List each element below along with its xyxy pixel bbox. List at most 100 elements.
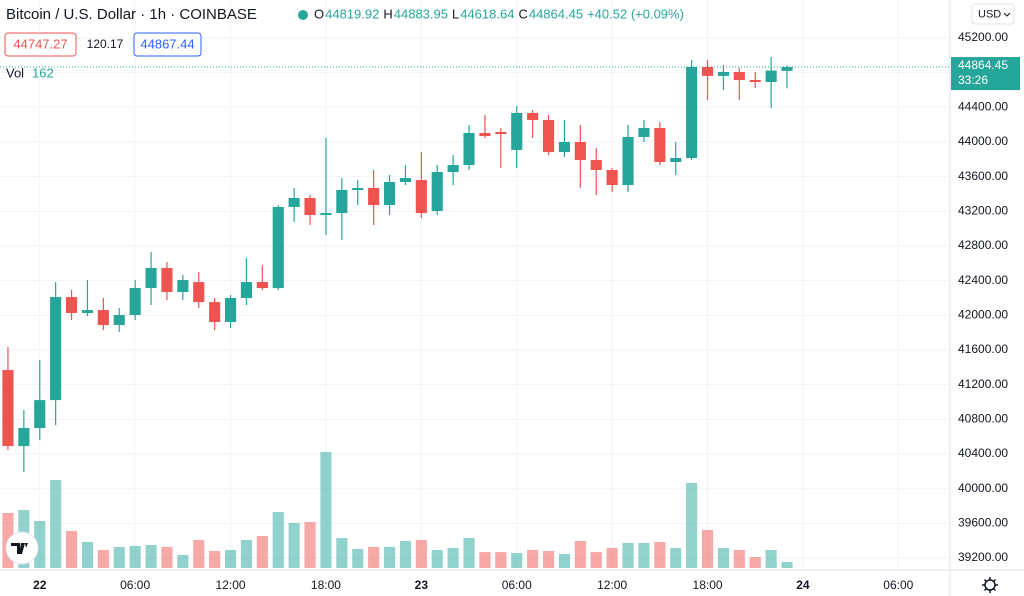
ask-price: 44867.44 xyxy=(140,36,194,51)
volume-bar xyxy=(542,551,555,568)
y-tick-label: 43200.00 xyxy=(958,203,1008,217)
candle-body xyxy=(463,132,475,166)
candle-body xyxy=(352,188,364,190)
volume-value: 162 xyxy=(32,65,54,80)
y-tick-label: 41200.00 xyxy=(958,377,1008,391)
x-tick-label: 18:00 xyxy=(311,578,341,592)
candle-body xyxy=(288,197,300,207)
ohlc-value: 44618.64 xyxy=(460,6,514,21)
volume-bar xyxy=(352,549,364,568)
candle-body xyxy=(606,169,618,186)
ohlc-legend: O 44819.92 H 44883.95 L 44618.64 C 44864.45 +40.… xyxy=(314,6,684,21)
candle-body xyxy=(368,188,380,205)
candle-body xyxy=(65,297,78,313)
volume-bar xyxy=(161,547,173,568)
volume-bar xyxy=(240,540,253,568)
candle-body xyxy=(240,282,253,298)
volume-bar xyxy=(749,557,761,568)
candle-body xyxy=(34,400,46,429)
volume-bar xyxy=(701,530,714,568)
candle-body xyxy=(590,160,602,170)
volume-bar xyxy=(336,538,348,568)
candle-body xyxy=(193,282,205,303)
candle-body xyxy=(145,268,157,289)
bid-box[interactable] xyxy=(4,32,77,57)
x-tick-label: 24 xyxy=(796,578,810,592)
y-tick-label: 40800.00 xyxy=(958,412,1008,426)
y-tick-label: 42000.00 xyxy=(958,308,1008,322)
ask-box[interactable] xyxy=(133,32,202,57)
volume-bar xyxy=(622,543,634,568)
candle-body xyxy=(304,197,316,216)
candle-body xyxy=(81,310,94,313)
bid-price: 44747.27 xyxy=(13,36,67,51)
volume-label: Vol xyxy=(6,65,24,80)
y-tick-label: 40400.00 xyxy=(958,446,1008,460)
volume-bar xyxy=(65,531,78,568)
volume-bar xyxy=(50,480,62,568)
candle-body xyxy=(447,165,459,172)
volume-bar xyxy=(558,554,570,568)
candle-body xyxy=(2,370,14,447)
candles xyxy=(2,57,793,473)
volume-bar xyxy=(415,540,427,568)
currency-selector[interactable] xyxy=(971,3,1015,25)
volume-bar xyxy=(399,541,412,568)
candle-body xyxy=(733,71,745,81)
volume-bar xyxy=(209,551,221,568)
ohlc-value: 44883.95 xyxy=(394,6,448,21)
y-tick-label: 39200.00 xyxy=(958,550,1008,564)
y-tick-label: 44000.00 xyxy=(958,134,1008,148)
candle-body xyxy=(527,112,539,120)
x-tick-label: 12:00 xyxy=(216,578,246,592)
volume-bar xyxy=(670,548,682,568)
candle-body xyxy=(177,280,189,293)
volume-bar xyxy=(320,452,332,568)
y-tick-label: 40000.00 xyxy=(958,481,1008,495)
candle-body xyxy=(638,128,650,137)
volume-bar xyxy=(431,550,443,568)
grid xyxy=(0,0,950,568)
x-tick-label: 06:00 xyxy=(120,578,150,592)
y-tick-label: 43600.00 xyxy=(958,169,1008,183)
candle-body xyxy=(18,428,30,447)
volume-bar xyxy=(97,550,109,568)
candle-body xyxy=(320,213,332,216)
status-dot xyxy=(298,10,308,20)
volume-bars xyxy=(2,452,793,568)
logo-mark xyxy=(11,543,28,554)
volume-bar xyxy=(463,538,475,568)
volume-bar xyxy=(304,522,316,568)
candle-body xyxy=(129,288,141,315)
y-tick-label: 39600.00 xyxy=(958,516,1008,530)
candle-body xyxy=(654,128,666,163)
volume-bar xyxy=(717,548,729,568)
volume-bar xyxy=(574,541,586,568)
volume-bar xyxy=(145,545,157,568)
candle-body xyxy=(479,132,491,136)
candle-body xyxy=(431,171,443,211)
ohlc-key: O xyxy=(314,6,324,21)
y-tick-label: 42800.00 xyxy=(958,238,1008,252)
candle-body xyxy=(399,178,412,183)
candle-body xyxy=(511,112,523,150)
candle-body xyxy=(113,314,125,326)
candle-body xyxy=(415,180,427,214)
volume-bar xyxy=(113,547,125,568)
volume-bar xyxy=(256,536,268,568)
candle-body xyxy=(749,80,761,82)
volume-bar xyxy=(733,550,745,568)
candle-body xyxy=(701,67,714,76)
spread: 120.17 xyxy=(87,37,124,51)
ohlc-key: L xyxy=(452,6,459,21)
volume-bar xyxy=(383,547,396,568)
candle-body xyxy=(781,67,793,71)
candle-body xyxy=(50,297,62,401)
axes: 39200.00 39600.00 40000.00 40400.00 40800.00… xyxy=(0,30,1020,592)
volume-bar xyxy=(177,555,189,568)
y-tick-label: 42400.00 xyxy=(958,273,1008,287)
volume-bar xyxy=(288,523,300,568)
x-tick-label: 12:00 xyxy=(597,578,627,592)
volume-bar xyxy=(495,552,507,568)
candle-body xyxy=(495,132,507,135)
